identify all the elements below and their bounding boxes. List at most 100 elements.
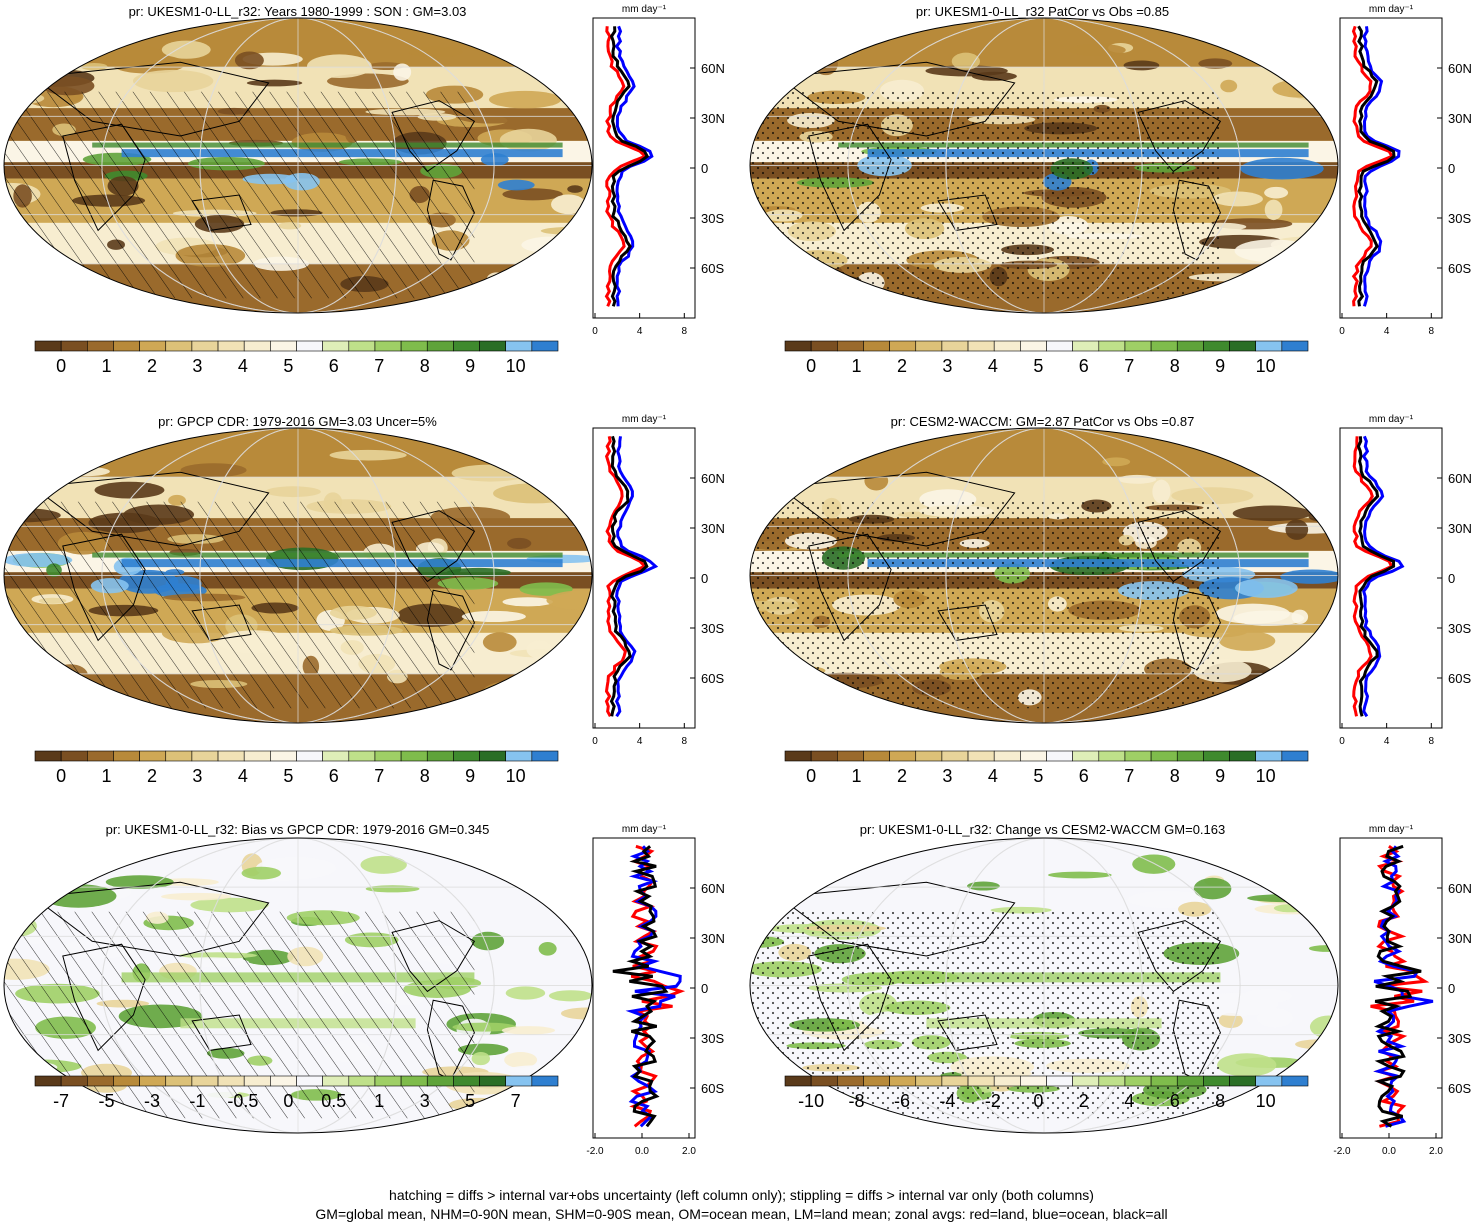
colorbar-label: 2 bbox=[147, 356, 157, 376]
zonal-lat-label: 30N bbox=[1448, 111, 1472, 126]
colorbar-label: 0 bbox=[806, 356, 816, 376]
zonal-lat-label: 60S bbox=[701, 261, 724, 276]
colorbar-label: 7 bbox=[1124, 356, 1134, 376]
continent-outline bbox=[191, 194, 252, 231]
colorbar-label: 10 bbox=[506, 766, 526, 786]
colorbar-label: 5 bbox=[283, 766, 293, 786]
zonal-x-label: -2.0 bbox=[586, 1146, 604, 1157]
zonal-x-label: 0 bbox=[1339, 326, 1345, 337]
colorbar-swatch bbox=[191, 340, 219, 352]
continent-outline bbox=[1137, 510, 1222, 583]
colorbar-swatch bbox=[348, 340, 376, 352]
colorbar-label: 7 bbox=[1124, 766, 1134, 786]
colorbar-swatch bbox=[1046, 750, 1073, 762]
colorbar-label: -10 bbox=[798, 1091, 824, 1111]
graticule-meridian bbox=[101, 428, 495, 723]
continent-outline bbox=[32, 61, 270, 137]
colorbar-label: 9 bbox=[1215, 766, 1225, 786]
colorbar-label: 9 bbox=[465, 356, 475, 376]
colorbar-label: 2 bbox=[1079, 1091, 1089, 1111]
colorbar-swatch bbox=[453, 750, 480, 762]
colorbar-swatch bbox=[60, 340, 88, 352]
colorbar-swatch bbox=[139, 340, 167, 352]
colorbar-swatch bbox=[426, 1075, 454, 1087]
zonal-x-label: 0 bbox=[592, 736, 598, 747]
colorbar-swatch bbox=[967, 340, 995, 352]
zonal-units: mm day⁻¹ bbox=[1369, 824, 1414, 835]
colorbar-swatch bbox=[505, 750, 533, 762]
zonal-lat-label: 60S bbox=[701, 671, 724, 686]
colorbar-swatch bbox=[1020, 750, 1047, 762]
map-field bbox=[4, 18, 592, 313]
continent-outline bbox=[391, 920, 476, 993]
zonal-units: mm day⁻¹ bbox=[1369, 414, 1414, 425]
colorbar-swatch bbox=[863, 340, 890, 352]
graticule-meridian bbox=[199, 838, 397, 1133]
colorbar-swatch bbox=[1046, 1075, 1073, 1087]
footnote-line-1: hatching = diffs > internal var+obs unce… bbox=[389, 1187, 1094, 1203]
colorbar-swatch bbox=[1150, 750, 1178, 762]
map-panel-5 bbox=[3, 837, 593, 1134]
colorbar-swatch bbox=[479, 1075, 506, 1087]
colorbar-label: -8 bbox=[849, 1091, 865, 1111]
colorbar-swatch bbox=[191, 750, 219, 762]
zonal-curve-all bbox=[609, 435, 649, 717]
colorbar-label: 10 bbox=[506, 356, 526, 376]
colorbar-swatch bbox=[1281, 1075, 1309, 1087]
colorbar-swatch bbox=[915, 1075, 943, 1087]
colorbar-swatch bbox=[217, 1075, 245, 1087]
colorbar-swatch bbox=[889, 340, 917, 352]
map-panel-3 bbox=[3, 427, 593, 724]
zonal-lat-label: 60N bbox=[1448, 881, 1472, 896]
zonal-lat-label: 60N bbox=[701, 881, 725, 896]
zonal-plot-2: mm day⁻¹ 60N 30N 0 30S 60S 0 4 8 bbox=[1339, 4, 1472, 337]
continent-outline bbox=[1172, 179, 1221, 261]
continent-outline bbox=[62, 533, 146, 642]
colorbar-label: -3 bbox=[144, 1091, 160, 1111]
colorbar-swatch bbox=[1124, 1075, 1152, 1087]
colorbar-swatch bbox=[348, 1075, 376, 1087]
colorbar-swatch bbox=[426, 340, 454, 352]
continent-outline bbox=[778, 881, 1016, 957]
colorbar-swatch bbox=[322, 1075, 350, 1087]
colorbar-label: 1 bbox=[852, 356, 862, 376]
zonal-curve-all bbox=[612, 845, 669, 1128]
zonal-curve-land bbox=[604, 26, 648, 307]
colorbar-label: 0 bbox=[56, 766, 66, 786]
zonal-x-label: -2.0 bbox=[1333, 1146, 1351, 1157]
colorbar-swatch bbox=[967, 1075, 995, 1087]
colorbar-swatch bbox=[889, 750, 917, 762]
colorbar-swatch bbox=[941, 1075, 969, 1087]
panel-title-2: pr: UKESM1-0-LL_r32 PatCor vs Obs =0.85 bbox=[915, 4, 1170, 19]
colorbar-swatch bbox=[1072, 1075, 1100, 1087]
colorbar-swatch bbox=[270, 1075, 297, 1087]
colorbar-swatch bbox=[1229, 1075, 1257, 1087]
zonal-lat-label: 60S bbox=[701, 1081, 724, 1096]
graticule-meridian bbox=[101, 18, 495, 313]
zonal-lat-label: 30N bbox=[701, 521, 725, 536]
zonal-lat-label: 0 bbox=[701, 571, 708, 586]
colorbar-swatch bbox=[993, 750, 1021, 762]
colorbar-label: -0.5 bbox=[227, 1091, 258, 1111]
colorbar-swatch bbox=[139, 1075, 167, 1087]
panel-title-4: pr: CESM2-WACCM: GM=2.87 PatCor vs Obs =… bbox=[890, 414, 1195, 429]
map-panel-6 bbox=[749, 837, 1339, 1134]
colorbar-swatch bbox=[1203, 750, 1230, 762]
graticule-meridian bbox=[945, 428, 1143, 723]
colorbar-label: 3 bbox=[942, 766, 952, 786]
colorbar-label: 1 bbox=[102, 766, 112, 786]
colorbar-label: 4 bbox=[1124, 1091, 1134, 1111]
zonal-curve-all bbox=[1373, 844, 1422, 1128]
colorbar-swatch bbox=[810, 1075, 838, 1087]
zonal-curve-ocean bbox=[614, 436, 659, 718]
continent-outline bbox=[937, 604, 998, 641]
colorbar-label: 0 bbox=[1033, 1091, 1043, 1111]
zonal-curve-land bbox=[1352, 436, 1394, 717]
colorbar-swatch bbox=[836, 340, 864, 352]
map-border bbox=[3, 17, 593, 314]
colorbar-swatch bbox=[374, 750, 402, 762]
colorbar-swatch bbox=[1072, 340, 1100, 352]
graticule-meridian bbox=[847, 428, 1241, 723]
zonal-units: mm day⁻¹ bbox=[622, 824, 667, 835]
continent-outline bbox=[426, 179, 475, 261]
